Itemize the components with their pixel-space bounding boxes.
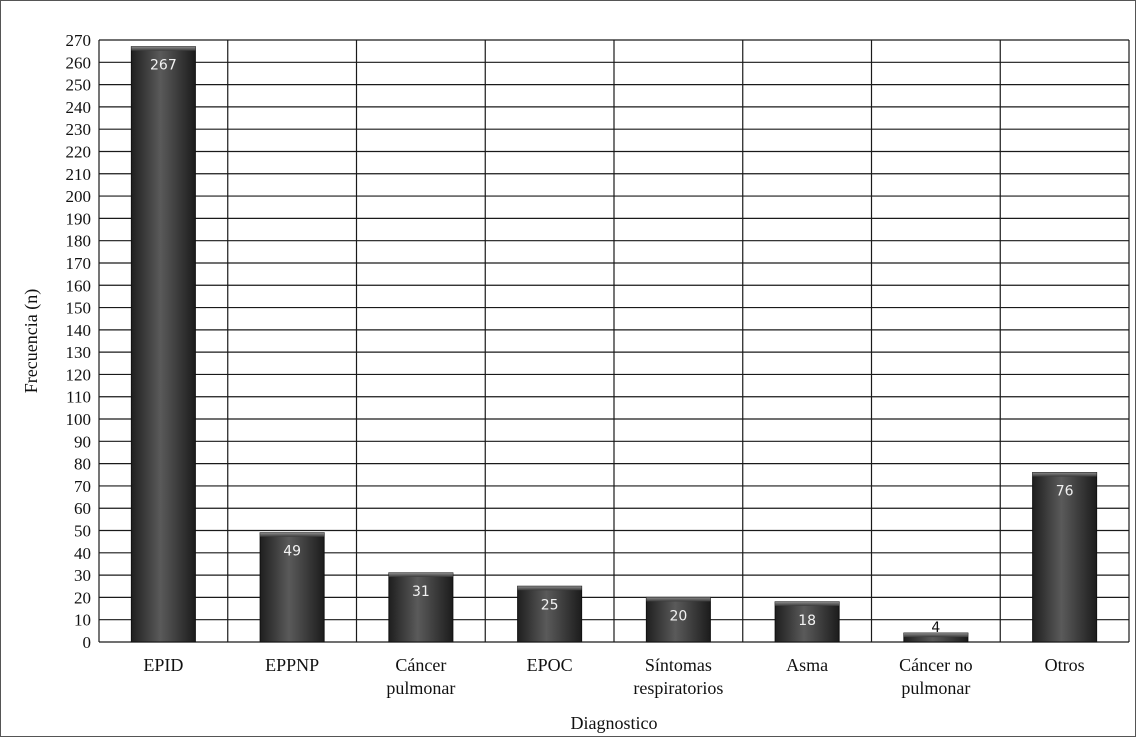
y-tick-label: 60 [74,499,91,518]
y-tick-label: 160 [66,276,92,295]
x-tick-labels: EPID EPPNP Cáncer pulmonar EPOC Síntomas respi… [143,655,1084,698]
x-tick-label: Cáncer no [899,655,972,675]
y-tick-label: 210 [66,165,92,184]
y-tick-label: 220 [66,142,92,161]
y-tick-label: 200 [66,187,92,206]
data-label: 4 [931,620,940,636]
y-tick-label: 80 [74,455,91,474]
y-tick-label: 260 [66,53,92,72]
y-tick-label: 90 [74,432,91,451]
x-tick-label: Asma [786,655,828,675]
bar-series: 267 49 31 25 20 18 4 76 [130,46,1098,643]
y-tick-label: 230 [66,120,92,139]
bar-body [130,46,196,643]
bar: 49 [259,532,325,643]
grid-lines [98,39,1130,643]
bar: 18 [774,601,840,643]
y-tick-label: 250 [66,76,92,95]
data-label: 31 [412,584,430,600]
x-axis-title: Diagnostico [571,713,658,733]
bar-cap [388,572,453,577]
x-tick-label: pulmonar [901,678,970,698]
x-tick-label: EPOC [527,655,573,675]
bar-cap [1032,472,1097,477]
data-label: 25 [541,597,559,613]
bar: 20 [645,596,711,643]
y-axis-title: Frecuencia (n) [21,289,42,393]
bar-body [517,585,583,643]
y-tick-label: 40 [74,544,91,563]
bar-body [259,532,325,643]
y-tick-label: 70 [74,477,91,496]
y-tick-label: 20 [74,588,91,607]
bar: 267 [130,46,196,643]
x-tick-label: EPPNP [265,655,319,675]
y-tick-label: 50 [74,522,91,541]
y-tick-label: 110 [66,388,91,407]
y-tick-labels: 0 10 20 30 40 50 60 70 80 90 100 110 120 130 140 150 160… [66,31,92,652]
x-tick-label: pulmonar [386,678,455,698]
y-tick-label: 0 [83,633,92,652]
bar: 4 [903,620,969,643]
bar-cap [903,633,968,638]
data-label: 18 [798,613,816,629]
bar-body [645,596,711,643]
y-tick-label: 190 [66,209,92,228]
data-label: 20 [669,608,687,624]
data-label: 267 [150,58,177,74]
bar-body [388,572,454,643]
bar-cap [260,532,325,537]
y-tick-label: 130 [66,343,92,362]
data-label: 76 [1056,484,1074,500]
y-tick-label: 30 [74,566,91,585]
x-tick-label: respiratorios [633,678,723,698]
bar: 25 [517,585,583,643]
bar-body [1032,472,1098,643]
y-tick-label: 100 [66,410,92,429]
y-tick-label: 140 [66,321,92,340]
y-tick-label: 120 [66,365,92,384]
x-tick-label: EPID [143,655,183,675]
bar-cap [646,597,711,602]
x-tick-label: Síntomas [645,655,712,675]
data-label: 49 [283,544,301,560]
y-tick-label: 270 [66,31,92,50]
x-tick-label: Otros [1045,655,1085,675]
y-tick-label: 170 [66,254,92,273]
bar: 76 [1032,472,1098,643]
y-tick-label: 10 [74,611,91,630]
bar-cap [517,586,582,591]
y-tick-label: 150 [66,299,92,318]
y-tick-label: 180 [66,232,92,251]
y-tick-label: 240 [66,98,92,117]
bar-cap [131,46,196,51]
bar: 31 [388,572,454,643]
bar-cap [775,601,840,606]
x-tick-label: Cáncer [395,655,446,675]
